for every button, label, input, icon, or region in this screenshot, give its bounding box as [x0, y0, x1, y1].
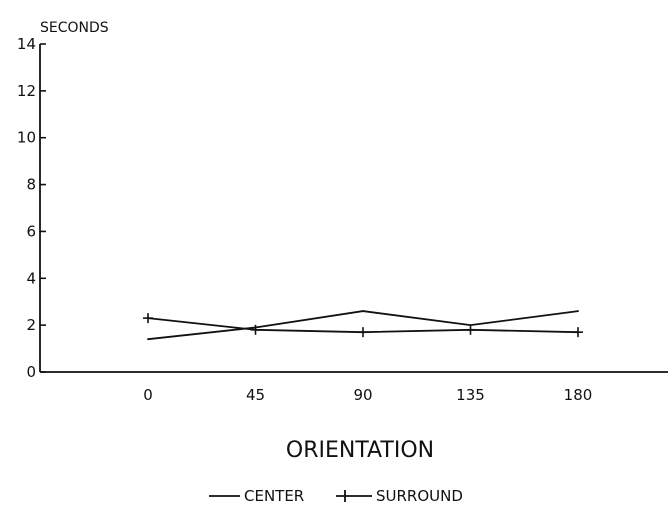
y-tick-label: 0	[26, 363, 36, 381]
y-tick-label: 12	[17, 82, 36, 100]
y-tick-label: 14	[17, 35, 36, 53]
axis-ticks: 0 2 4 6 8 10 12 14 0 45 90 135 180	[17, 35, 592, 404]
data-point-surround	[358, 327, 368, 338]
x-axis-label: ORIENTATION	[286, 438, 434, 463]
data-point-center	[147, 338, 149, 341]
x-tick-label: 45	[246, 386, 265, 404]
legend-label-center: CENTER	[244, 487, 304, 505]
legend-label-surround: SURROUND	[376, 487, 463, 505]
y-tick-label: 4	[26, 269, 36, 287]
axes	[39, 44, 668, 373]
y-tick-label: 8	[26, 176, 36, 194]
y-tick-label: 6	[26, 222, 36, 240]
y-tick-label: 10	[17, 129, 36, 147]
x-tick-label: 135	[456, 386, 485, 404]
x-tick-label: 90	[353, 386, 372, 404]
y-tick-label: 2	[26, 316, 36, 334]
data-point-center	[577, 310, 579, 312]
series-lines	[143, 310, 583, 341]
legend-item-surround: SURROUND	[336, 487, 463, 505]
data-point-center	[362, 310, 364, 312]
data-point-surround	[143, 313, 153, 324]
data-point-surround	[573, 327, 583, 338]
x-tick-label: 180	[564, 386, 593, 404]
legend: CENTER SURROUND	[209, 487, 463, 505]
y-axis-label: SECONDS	[40, 20, 109, 36]
data-point-surround	[250, 324, 261, 335]
legend-item-center: CENTER	[209, 487, 304, 505]
data-point-surround	[465, 324, 476, 335]
x-tick-label: 0	[143, 386, 153, 404]
